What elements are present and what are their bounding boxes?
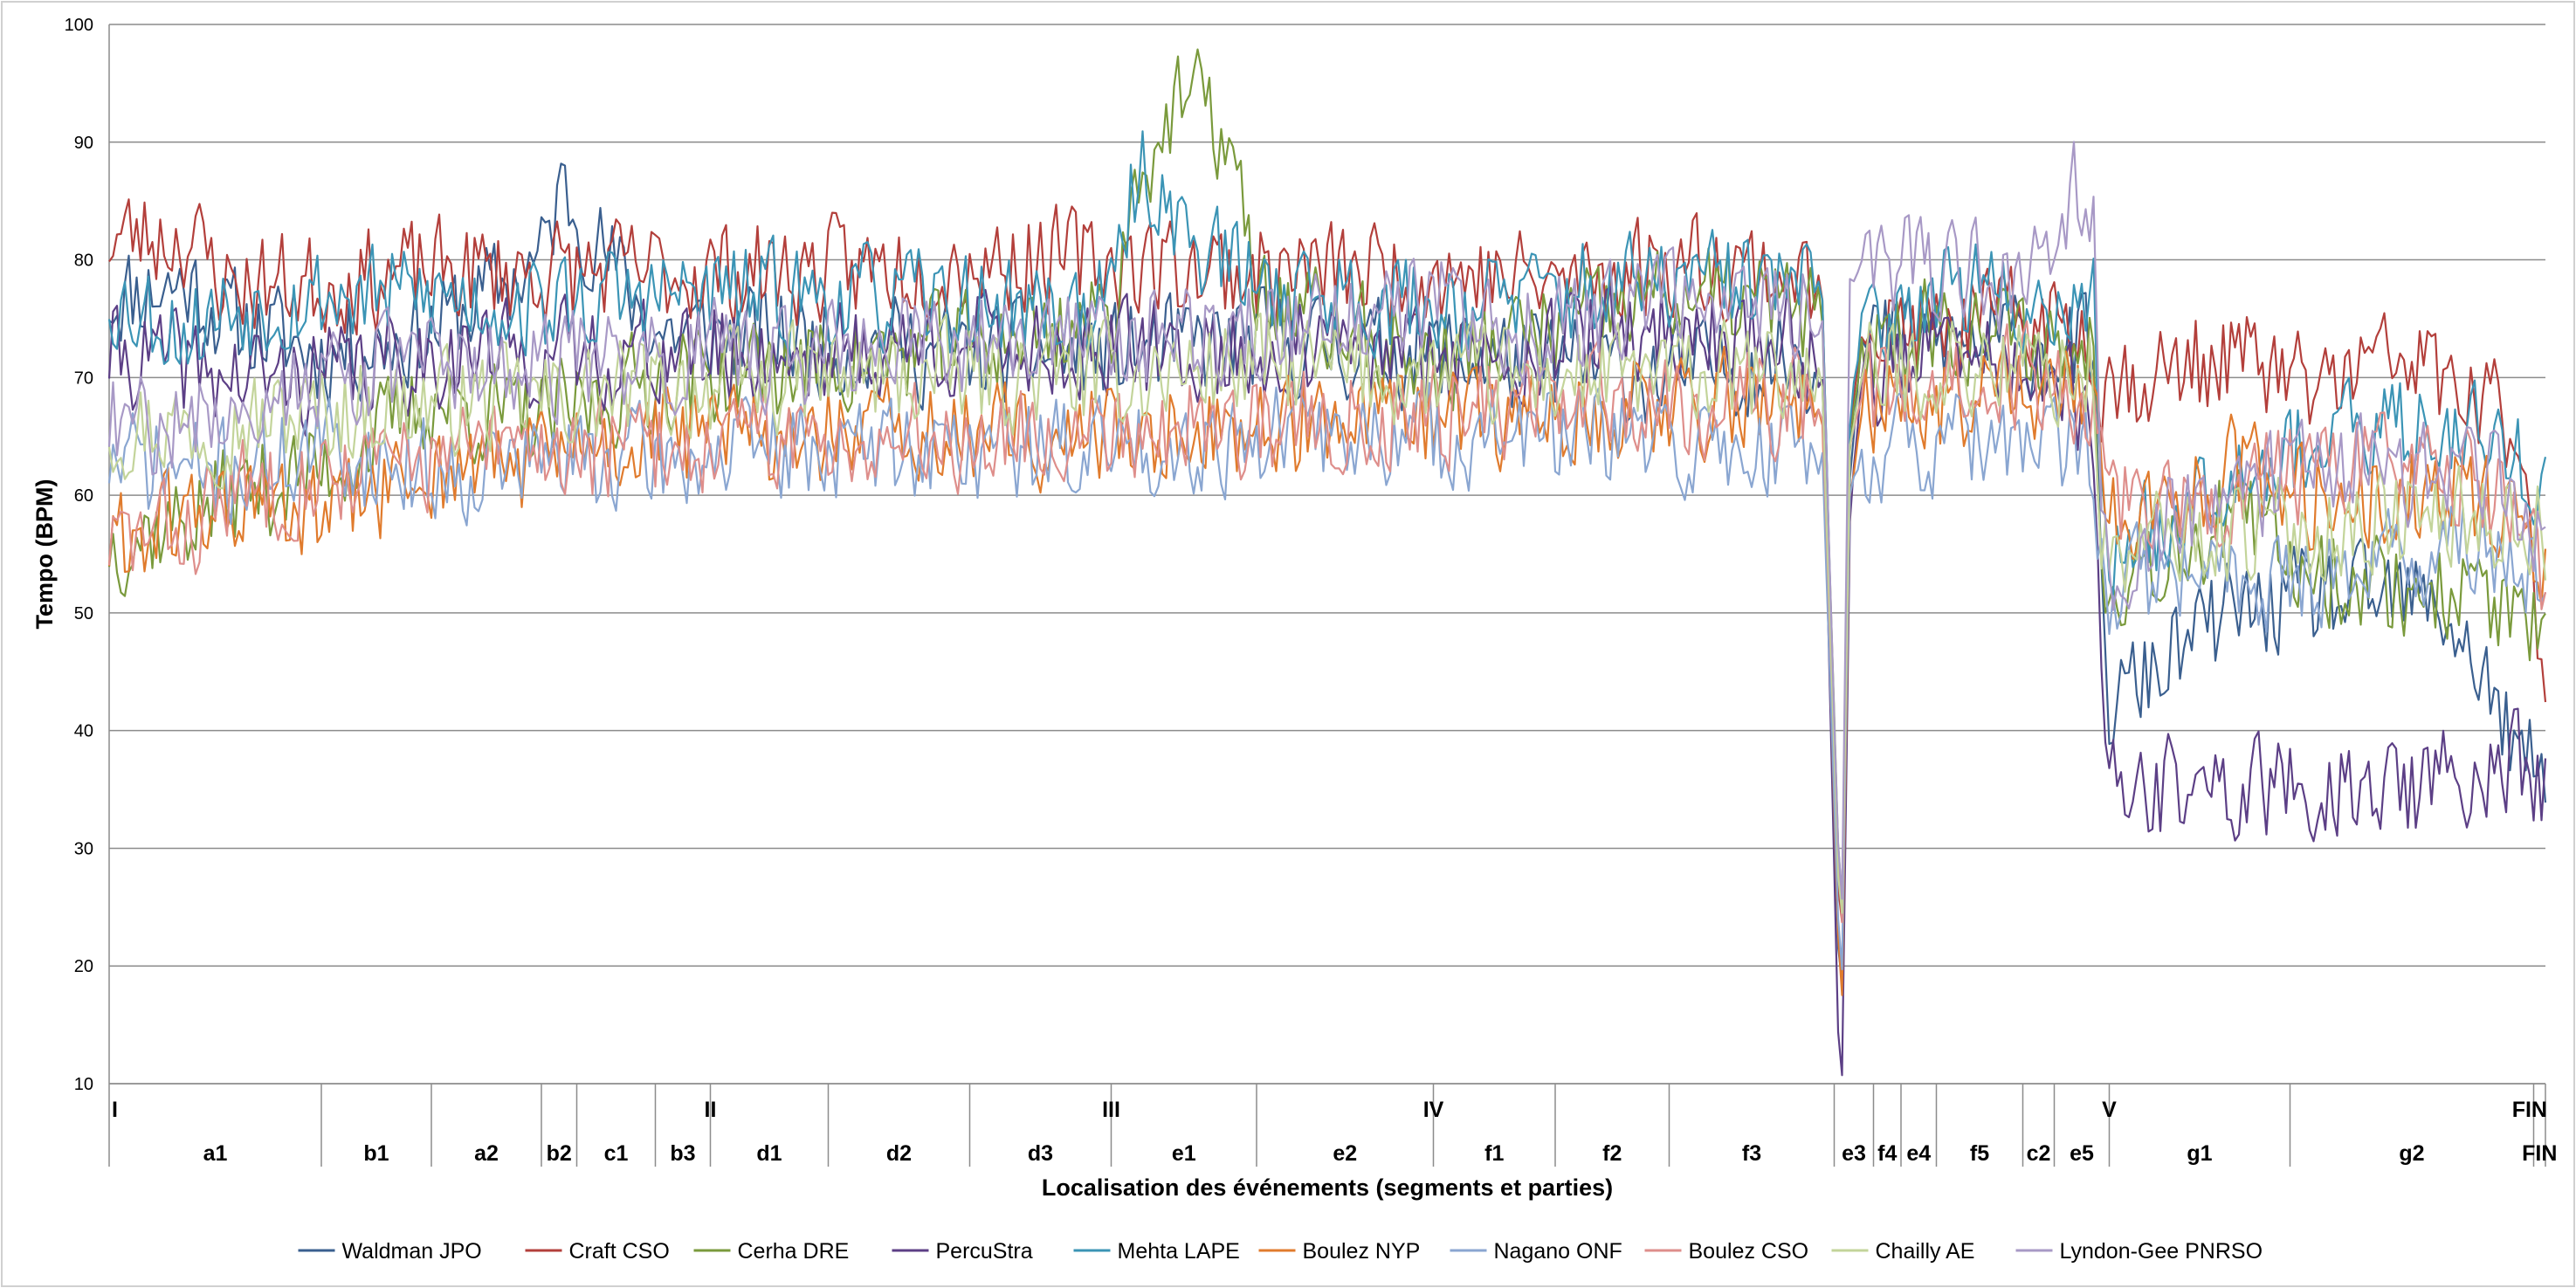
segment-label: d3 — [1028, 1141, 1053, 1166]
segment-label: f4 — [1877, 1141, 1897, 1166]
part-label: V — [2102, 1098, 2117, 1122]
y-axis: 10 20 30 40 50 60 70 80 90 100 — [65, 16, 110, 1094]
series-line — [107, 345, 2547, 996]
segment-label: b3 — [670, 1141, 695, 1166]
legend-label: Craft CSO — [569, 1239, 670, 1264]
legend-label: Nagano ONF — [1494, 1239, 1622, 1264]
legend-item: Lyndon-Gee PNRSO — [2015, 1239, 2263, 1264]
y-tick-label: 80 — [74, 251, 93, 271]
y-tick-label: 70 — [74, 368, 93, 388]
segment-label: d2 — [886, 1141, 912, 1166]
part-label: IV — [1423, 1098, 1444, 1122]
y-tick-label: 20 — [74, 957, 93, 976]
part-label: III — [1102, 1098, 1120, 1122]
segment-label: e3 — [1842, 1141, 1866, 1166]
legend-item: Boulez NYP — [1258, 1239, 1421, 1264]
legend-item: Boulez CSO — [1644, 1239, 1809, 1264]
legend-label: Waldman JPO — [342, 1239, 482, 1264]
segment-label: c1 — [604, 1141, 629, 1166]
segment-label: c2 — [2027, 1141, 2051, 1166]
segment-label: FIN — [2522, 1141, 2557, 1166]
legend-label: PercuStra — [936, 1239, 1033, 1264]
legend-item: Cerha DRE — [693, 1239, 850, 1264]
y-tick-label: 60 — [74, 486, 93, 506]
segment-label: a2 — [474, 1141, 499, 1166]
legend-item: Waldman JPO — [298, 1239, 482, 1264]
legend-item: Mehta LAPE — [1073, 1239, 1240, 1264]
y-tick-label: 90 — [74, 134, 93, 153]
segment-label: e1 — [1172, 1141, 1196, 1166]
segment-label: f3 — [1742, 1141, 1761, 1166]
y-tick-label: 100 — [65, 16, 93, 35]
segment-label: b2 — [547, 1141, 572, 1166]
segment-label: a1 — [203, 1141, 228, 1166]
y-tick-label: 50 — [74, 604, 93, 623]
series-group — [107, 48, 2547, 1077]
segment-label: d1 — [756, 1141, 782, 1166]
segment-label: g1 — [2187, 1141, 2212, 1166]
legend-item: PercuStra — [892, 1239, 1033, 1264]
legend-label: Lyndon-Gee PNRSO — [2060, 1239, 2263, 1264]
legend: Waldman JPO Craft CSO Cerha DRE PercuStra Me… — [298, 1239, 2263, 1264]
y-axis-label: Tempo (BPM) — [31, 479, 58, 630]
y-tick-label: 10 — [74, 1075, 93, 1094]
legend-label: Chailly AE — [1876, 1239, 1975, 1264]
segment-label: e5 — [2070, 1141, 2094, 1166]
segment-label: g2 — [2399, 1141, 2424, 1166]
legend-label: Mehta LAPE — [1118, 1239, 1240, 1264]
y-tick-label: 30 — [74, 839, 93, 858]
legend-label: Boulez NYP — [1303, 1239, 1421, 1264]
part-label: II — [705, 1098, 717, 1122]
series-line — [108, 198, 2547, 924]
segment-label: f1 — [1484, 1141, 1504, 1166]
legend-label: Cerha DRE — [738, 1239, 850, 1264]
part-label: I — [112, 1098, 118, 1122]
legend-item: Nagano ONF — [1450, 1239, 1622, 1264]
series-line — [107, 312, 2547, 914]
legend-item: Chailly AE — [1831, 1239, 1975, 1264]
segment-label: e2 — [1333, 1141, 1357, 1166]
segment-label: f5 — [1970, 1141, 1989, 1166]
series-line — [107, 141, 2546, 900]
x-axis-label: Localisation des événements (segments et… — [1042, 1174, 1613, 1201]
series-line — [107, 286, 2547, 1077]
legend-label: Boulez CSO — [1689, 1239, 1809, 1264]
y-tick-label: 40 — [74, 722, 93, 741]
x-axis: a1 b1 a2 b2 c1 b3 d1 d2 d3 e1 e2 f1 f2 f3 e3 f4 e4 f5 c2 e5… — [108, 1083, 2557, 1167]
segment-label: f2 — [1602, 1141, 1622, 1166]
grid-lines — [109, 24, 2545, 1085]
legend-item: Craft CSO — [525, 1239, 670, 1264]
segment-label: b1 — [363, 1141, 389, 1166]
series-line — [107, 320, 2547, 924]
segment-label: e4 — [1906, 1141, 1931, 1166]
part-label: FIN — [2512, 1098, 2547, 1122]
